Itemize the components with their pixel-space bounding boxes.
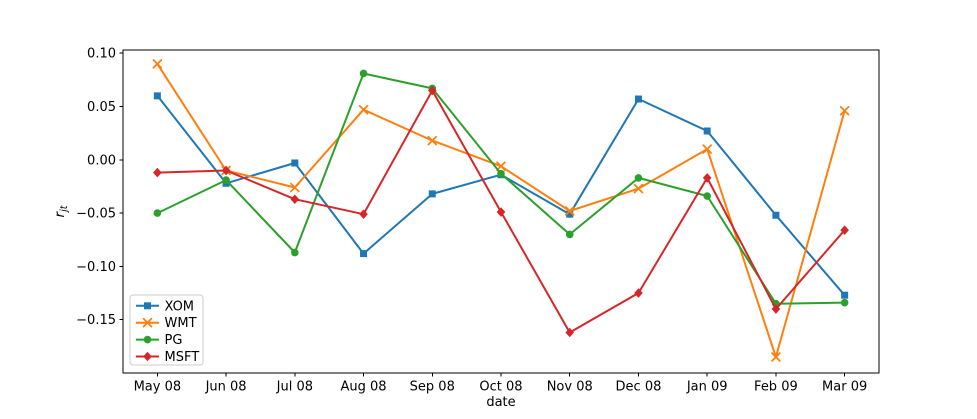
- x-tick-label: Feb 09: [754, 380, 798, 395]
- data-marker-pg: [359, 69, 368, 78]
- data-marker-msft: [565, 327, 575, 338]
- data-marker-wmt: [633, 183, 644, 194]
- y-tick-label: 0.05: [87, 100, 116, 115]
- data-marker-msft: [427, 85, 437, 96]
- legend-label: XOM: [165, 299, 195, 314]
- data-marker-msft: [771, 304, 781, 314]
- data-marker-msft: [359, 209, 368, 219]
- y-axis-label: rjt: [52, 204, 70, 217]
- y-tick-label: −0.05: [76, 207, 116, 222]
- legend-marker-square: [144, 302, 151, 310]
- series-line-xom: [156, 94, 846, 297]
- legend-box: [129, 294, 204, 366]
- x-tick-label: Sep 08: [410, 380, 455, 395]
- data-marker-xom: [772, 211, 780, 219]
- data-marker-xom: [291, 159, 299, 167]
- data-marker-wmt: [702, 144, 712, 154]
- legend-marker-diamond: [143, 351, 152, 362]
- data-marker-xom: [360, 250, 368, 258]
- data-marker-wmt: [839, 105, 850, 116]
- data-marker-msft: [290, 194, 300, 205]
- x-tick-label: Jul 08: [276, 380, 313, 395]
- data-marker-pg: [222, 176, 230, 184]
- data-marker-msft: [634, 288, 643, 298]
- data-marker-xom: [841, 291, 849, 299]
- data-marker-pg: [634, 174, 643, 182]
- x-tick-label: Mar 09: [822, 380, 867, 395]
- x-tick-label: Jan 09: [686, 380, 728, 395]
- data-marker-pg: [153, 209, 162, 217]
- data-marker-wmt: [152, 59, 163, 69]
- legend-label: PG: [165, 333, 183, 348]
- x-tick-label: Jun 08: [205, 380, 247, 395]
- data-marker-pg: [497, 169, 505, 178]
- data-marker-msft: [840, 225, 849, 235]
- data-marker-xom: [153, 92, 161, 100]
- data-marker-pg: [565, 230, 574, 239]
- data-marker-xom: [428, 190, 436, 198]
- x-tick-label: May 08: [134, 380, 182, 395]
- legend-marker-circle: [143, 335, 152, 344]
- series-line-pg: [156, 72, 846, 305]
- x-tick-label: Oct 08: [479, 380, 522, 395]
- data-marker-msft: [153, 167, 162, 178]
- data-marker-msft: [496, 207, 506, 217]
- data-marker-msft: [702, 173, 712, 183]
- data-marker-wmt: [771, 352, 781, 362]
- legend-label: WMT: [165, 316, 197, 331]
- data-marker-wmt: [358, 104, 369, 115]
- legend-marker-x: [142, 317, 153, 328]
- y-tick-label: −0.15: [76, 313, 116, 328]
- data-marker-xom: [566, 210, 574, 218]
- data-marker-msft: [221, 165, 231, 176]
- data-marker-pg: [703, 192, 711, 200]
- data-marker-xom: [634, 95, 642, 103]
- y-tick-label: −0.10: [76, 260, 116, 275]
- data-marker-wmt: [564, 206, 575, 216]
- data-marker-wmt: [290, 182, 300, 193]
- data-marker-xom: [703, 127, 711, 135]
- x-tick-label: Aug 08: [341, 380, 387, 395]
- x-tick-label: Nov 08: [547, 380, 593, 395]
- data-marker-wmt: [496, 161, 506, 171]
- x-tick-label: Dec 08: [616, 380, 662, 395]
- data-marker-pg: [840, 298, 849, 307]
- y-tick-label: 0.10: [87, 47, 116, 62]
- data-marker-pg: [291, 248, 299, 257]
- y-tick-label: 0.00: [87, 153, 116, 168]
- x-axis-label: date: [486, 395, 515, 410]
- data-marker-wmt: [427, 135, 438, 146]
- legend-label: MSFT: [165, 350, 200, 365]
